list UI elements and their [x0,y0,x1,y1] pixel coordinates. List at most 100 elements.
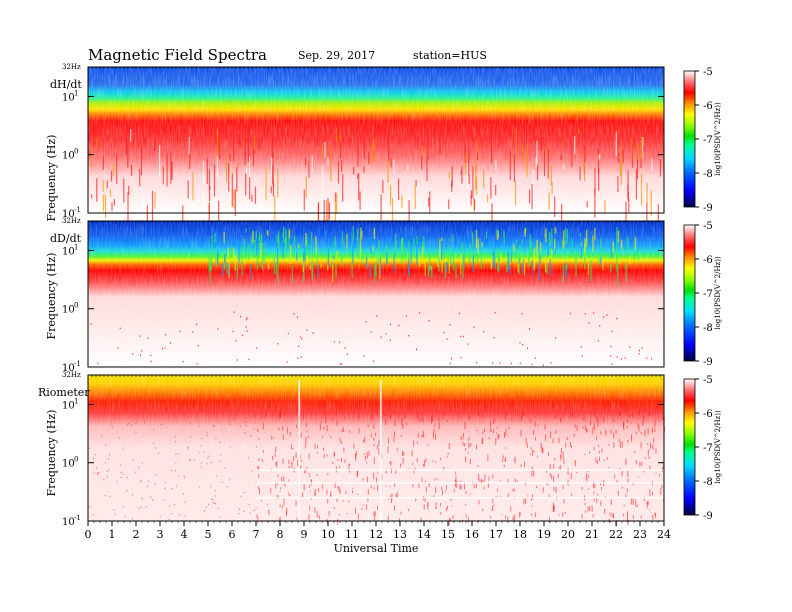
activity-streak [447,505,448,510]
activity-streak [416,236,418,245]
activity-streak [211,235,213,256]
activity-streak [424,261,426,276]
activity-streak [349,463,351,466]
activity-streak [421,434,423,438]
activity-streak [446,262,448,273]
activity-streak [468,174,470,184]
activity-streak [519,512,521,514]
activity-streak [412,483,414,488]
activity-streak [317,452,318,454]
activity-streak [606,457,608,460]
activity-streak [560,238,563,245]
activity-streak [544,233,546,238]
activity-streak [328,242,331,251]
activity-dot [226,486,228,488]
activity-streak [594,187,596,218]
activity-dot [189,422,191,424]
activity-streak [616,227,618,234]
activity-streak [333,256,335,260]
activity-streak [420,517,422,523]
activity-streak [619,468,621,471]
activity-streak [571,493,573,496]
activity-streak [651,445,653,448]
activity-streak [530,447,532,450]
activity-streak [542,447,544,454]
activity-streak [296,424,298,428]
activity-dot [108,469,110,471]
activity-streak [473,198,476,211]
activity-dot [93,472,95,474]
activity-dot [248,358,250,361]
activity-streak [426,157,428,181]
activity-streak [450,444,452,446]
activity-streak [549,231,551,247]
activity-streak [96,178,98,202]
activity-streak [388,129,390,162]
activity-dot [207,457,209,459]
activity-dot [116,481,118,483]
activity-streak [584,502,586,506]
activity-streak [463,254,465,270]
activity-streak [504,197,506,203]
activity-streak [498,257,500,271]
activity-streak [447,245,449,264]
activity-streak [544,256,547,273]
activity-streak [463,483,465,490]
activity-streak [332,264,334,282]
activity-streak [352,226,355,241]
activity-streak [500,252,502,262]
activity-streak [330,147,332,181]
activity-streak [531,260,534,275]
activity-streak [628,414,630,418]
activity-streak [236,167,238,192]
activity-dot [187,448,189,450]
activity-streak [151,190,154,223]
activity-streak [335,264,337,279]
activity-dot [176,485,178,487]
activity-streak [300,432,302,438]
activity-streak [618,153,620,163]
activity-dot [132,353,134,355]
activity-streak [358,172,360,201]
activity-streak [553,476,554,483]
activity-streak [423,235,425,250]
activity-streak [510,251,513,263]
activity-streak [245,173,247,196]
activity-streak [447,452,449,455]
activity-streak [227,263,229,276]
activity-streak [465,514,467,518]
activity-streak [283,412,285,416]
activity-streak [356,470,358,477]
chart-date: Sep. 29, 2017 [298,49,375,62]
activity-streak [637,251,640,260]
activity-dot [138,507,140,509]
activity-streak [350,249,352,255]
x-tick-label: 24 [657,528,671,541]
activity-streak [626,236,629,251]
activity-streak [622,513,624,517]
activity-streak [272,181,274,197]
activity-dot [155,447,157,449]
activity-dot [200,445,202,447]
activity-streak [130,129,132,142]
x-tick-label: 22 [609,528,623,541]
spectrogram-riometer-noise [88,375,664,521]
activity-streak [475,166,477,190]
activity-dot [419,312,421,314]
activity-streak [469,458,471,465]
y-tick-label-exponent: 1 [74,243,78,251]
activity-streak [516,480,518,482]
activity-streak [290,444,292,450]
activity-dot [246,421,248,423]
activity-dot [170,513,172,515]
activity-streak [603,416,605,423]
activity-streak [587,488,589,490]
activity-streak [446,508,447,512]
activity-streak [263,249,265,265]
activity-dot [616,317,618,320]
activity-dot [535,357,537,359]
activity-streak [550,249,553,259]
activity-streak [322,143,324,161]
activity-streak [352,490,353,494]
activity-dot [122,447,124,449]
